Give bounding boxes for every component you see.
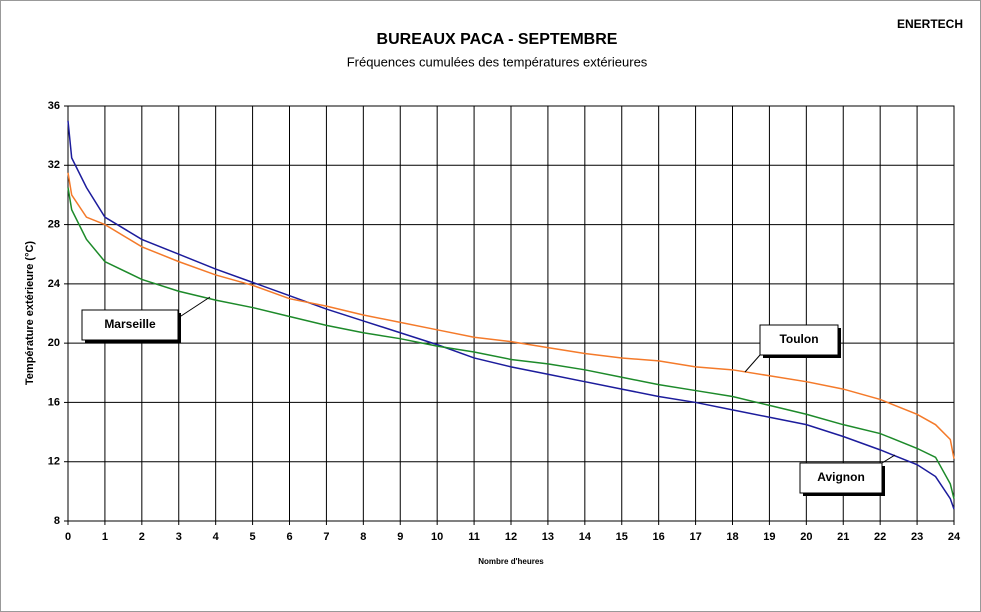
x-tick-label: 5 <box>250 531 256 543</box>
line <box>67 187 955 499</box>
series-label: Marseille <box>104 317 156 331</box>
x-tick-label: 10 <box>431 531 443 543</box>
y-tick-label: 24 <box>48 278 61 290</box>
x-tick-label: 2 <box>139 531 145 543</box>
y-tick-label: 12 <box>48 456 60 468</box>
x-tick-label: 3 <box>176 531 182 543</box>
x-tick-label: 19 <box>763 531 775 543</box>
x-axis-label: Nombre d'heures <box>478 557 544 566</box>
series-label: Avignon <box>817 470 865 484</box>
y-tick-label: 20 <box>48 337 60 349</box>
y-tick-label: 32 <box>48 159 60 171</box>
x-tick-label: 14 <box>579 531 592 543</box>
x-tick-label: 11 <box>468 531 480 543</box>
x-tick-label: 18 <box>726 531 738 543</box>
x-tick-label: 4 <box>213 531 220 543</box>
annotation: ENERTECH <box>897 17 963 31</box>
x-tick-label: 12 <box>505 531 517 543</box>
x-tick-label: 6 <box>286 531 292 543</box>
line <box>67 120 955 510</box>
chart-title: BUREAUX PACA - SEPTEMBRE <box>377 31 618 48</box>
x-tick-label: 15 <box>616 531 628 543</box>
x-tick-label: 0 <box>65 531 71 543</box>
x-tick-label: 9 <box>397 531 403 543</box>
x-tick-label: 1 <box>102 531 108 543</box>
y-axis-label: Température extérieure (°C) <box>24 241 36 386</box>
callout-line <box>177 296 211 319</box>
x-tick-label: 24 <box>948 531 961 543</box>
x-tick-label: 7 <box>323 531 329 543</box>
x-tick-label: 20 <box>800 531 812 543</box>
x-tick-label: 16 <box>653 531 665 543</box>
line <box>67 172 955 459</box>
y-tick-label: 36 <box>48 100 60 112</box>
chart-subtitle: Fréquences cumulées des températures ext… <box>347 54 648 69</box>
callout-line <box>881 454 896 464</box>
callout-box <box>799 462 883 494</box>
x-tick-label: 13 <box>542 531 554 543</box>
y-tick-label: 16 <box>48 396 60 408</box>
callout-box <box>81 309 179 341</box>
series-label: Toulon <box>779 332 818 346</box>
y-tick-label: 8 <box>54 515 60 527</box>
y-tick-label: 28 <box>48 218 60 230</box>
x-tick-label: 8 <box>360 531 366 543</box>
callout-box <box>759 324 839 356</box>
x-tick-label: 23 <box>911 531 923 543</box>
x-tick-label: 17 <box>689 531 701 543</box>
x-tick-label: 21 <box>837 531 849 543</box>
x-tick-label: 22 <box>874 531 886 543</box>
callout-line <box>744 354 761 373</box>
